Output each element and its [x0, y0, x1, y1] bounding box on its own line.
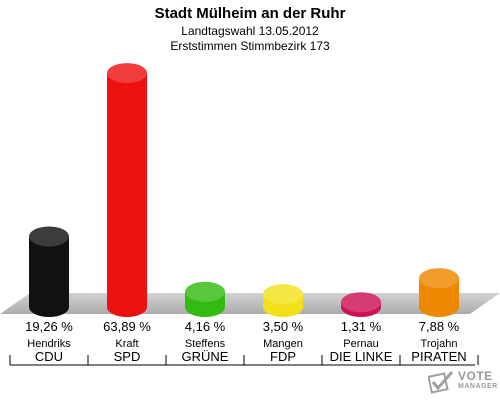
bar-top-piraten: [419, 268, 459, 289]
bar-piraten: [419, 268, 459, 317]
value-label-cdu: 19,26 %: [25, 319, 73, 334]
value-label-gruene: 4,16 %: [184, 319, 226, 334]
candidate-label-spd: Kraft: [115, 338, 139, 350]
bar-fdp: [263, 284, 303, 317]
bar-top-gruene: [185, 281, 225, 302]
value-label-piraten: 7,88 %: [418, 319, 460, 334]
value-label-fdp: 3,50 %: [262, 319, 304, 334]
logo-text: VOTE: [458, 369, 493, 383]
candidate-label-fdp: Mangen: [263, 338, 303, 350]
category-axis: [9, 355, 479, 366]
value-label-linke: 1,31 %: [340, 319, 382, 334]
bars-group: [29, 63, 459, 318]
party-label-spd: SPD: [113, 349, 141, 364]
bar-body-spd: [107, 73, 147, 318]
party-label-piraten: PIRATEN: [411, 349, 467, 364]
bar-cdu: [29, 226, 69, 317]
party-label-fdp: FDP: [270, 349, 296, 364]
bar-body-piraten: [419, 278, 459, 317]
bar-top-fdp: [263, 284, 303, 305]
bar-top-cdu: [29, 226, 69, 247]
ballot-check-icon: [428, 371, 454, 394]
bar-gruene: [185, 281, 225, 317]
chart-title: Stadt Mülheim an der Ruhr: [154, 5, 346, 22]
party-label-linke: DIE LINKE: [329, 349, 393, 364]
candidate-label-cdu: Hendriks: [27, 338, 71, 350]
bar-linke: [341, 292, 381, 317]
party-label-gruene: GRÜNE: [181, 349, 229, 364]
value-label-spd: 63,89 %: [103, 319, 151, 334]
chart-subtitle-election: Landtagswahl 13.05.2012: [181, 24, 319, 38]
bar-top-spd: [107, 63, 147, 84]
candidate-label-piraten: Trojahn: [420, 338, 458, 350]
logo-subtext: MANAGER: [458, 383, 498, 390]
candidate-label-gruene: Steffens: [184, 338, 226, 350]
candidate-label-linke: Pernau: [343, 338, 379, 350]
votemanager-logo: VOTE MANAGER: [428, 367, 498, 397]
bar-body-cdu: [29, 236, 69, 317]
bar-top-linke: [341, 292, 381, 313]
bar-spd: [107, 63, 147, 318]
party-label-cdu: CDU: [34, 349, 64, 364]
chart-subtitle-district: Erststimmen Stimmbezirk 173: [170, 39, 330, 53]
